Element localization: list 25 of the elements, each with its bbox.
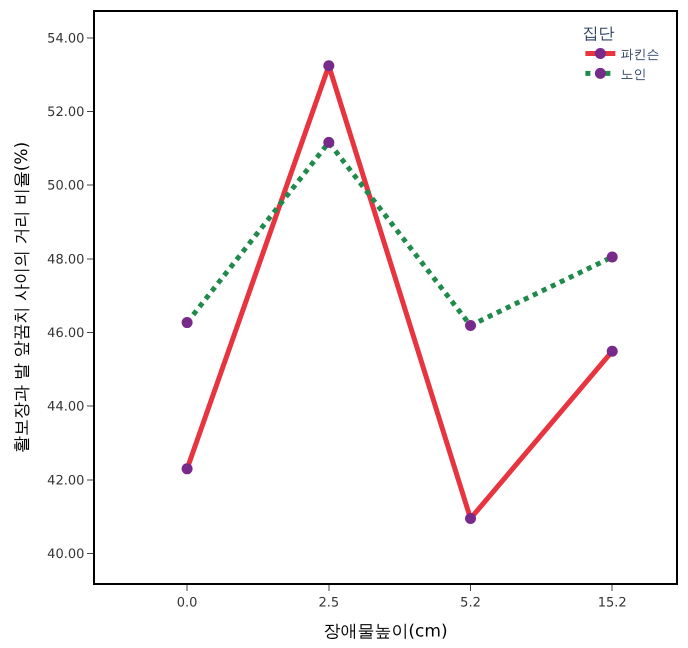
x-tick-label: 0.0 bbox=[176, 596, 198, 611]
legend-label: 파킨슨 bbox=[620, 48, 660, 63]
y-tick-label: 46.00 bbox=[47, 326, 84, 342]
point bbox=[606, 346, 618, 357]
point bbox=[465, 513, 476, 524]
legend-label: 노인 bbox=[620, 67, 646, 82]
point bbox=[606, 251, 618, 262]
y-axis-title: 활보장과 발 앞꿈치 사이의 거리 비율(%) bbox=[12, 142, 32, 454]
point bbox=[323, 136, 334, 148]
x-tick-label: 5.2 bbox=[460, 596, 481, 611]
y-tick-label: 42.00 bbox=[47, 473, 84, 488]
x-axis-title: 장애물높이(cm) bbox=[323, 622, 448, 642]
y-tick-label: 40.00 bbox=[47, 547, 84, 562]
y-tick-label: 52.00 bbox=[47, 105, 84, 120]
legend-title: 집단 bbox=[582, 24, 614, 43]
y-tick-label: 54.00 bbox=[47, 31, 84, 46]
y-tick-label: 48.00 bbox=[47, 252, 84, 268]
x-tick-label: 15.2 bbox=[598, 596, 627, 611]
point bbox=[182, 317, 193, 328]
x-tick-label: 2.5 bbox=[318, 596, 340, 611]
point bbox=[465, 320, 476, 331]
point bbox=[323, 60, 334, 72]
point bbox=[182, 463, 193, 474]
y-tick-label: 44.00 bbox=[47, 400, 84, 415]
y-tick-label: 50.00 bbox=[47, 178, 84, 194]
